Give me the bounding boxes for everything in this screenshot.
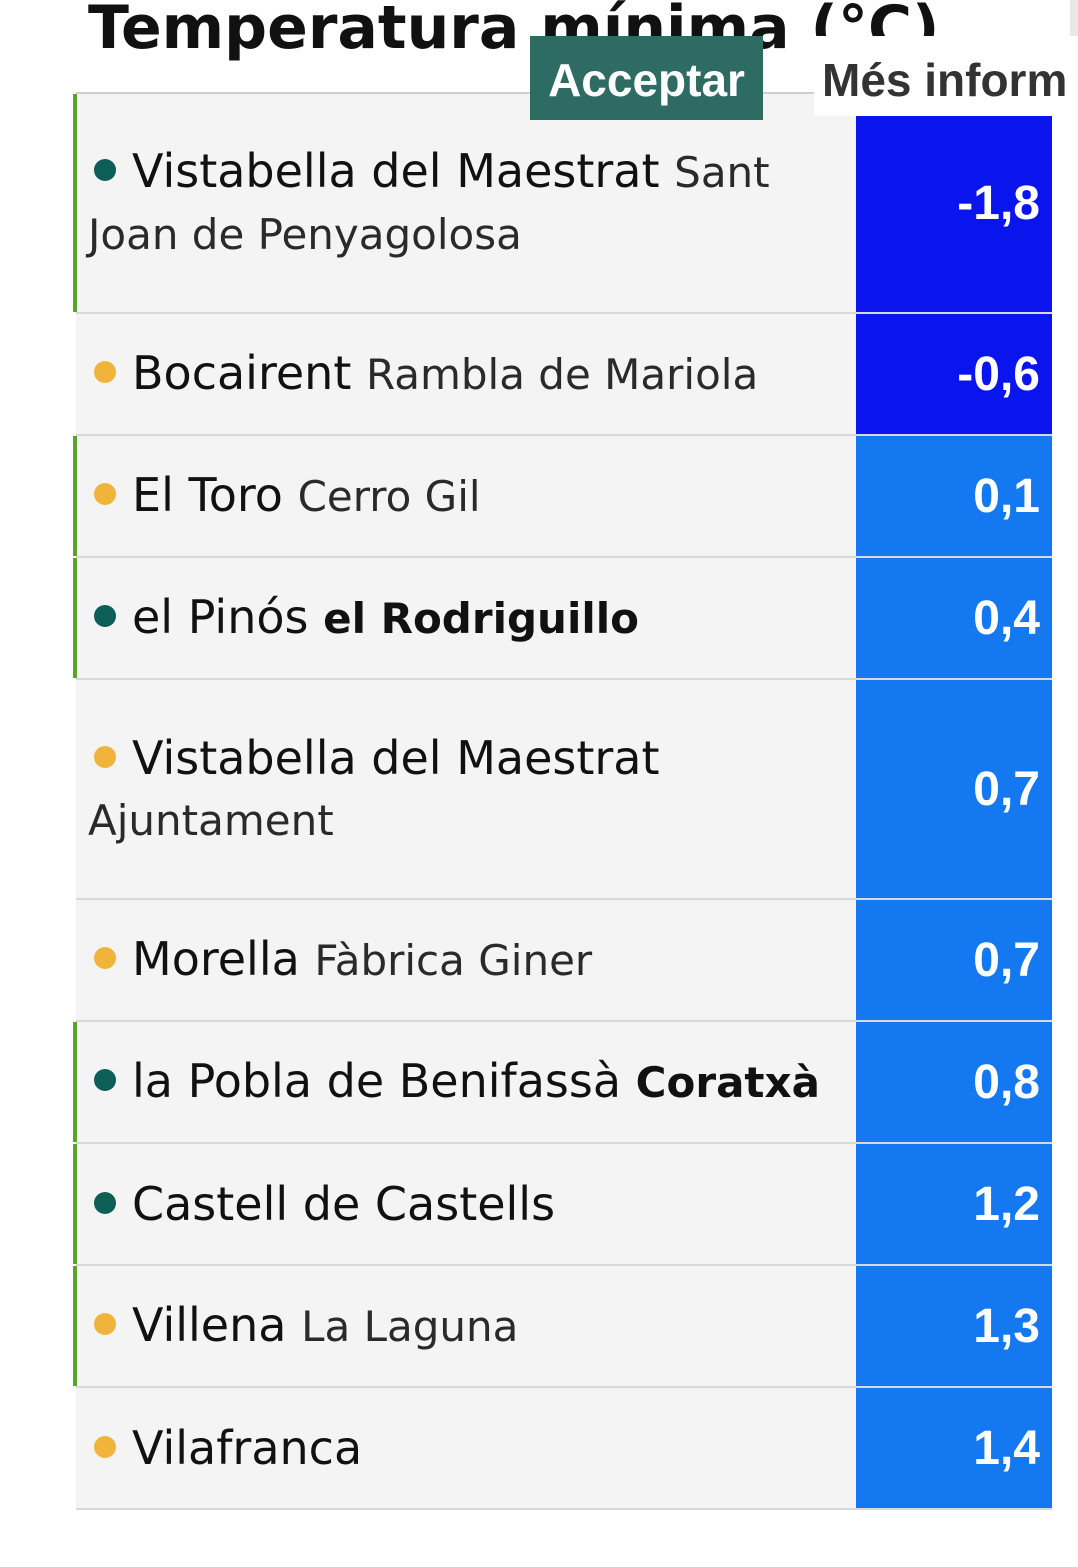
location-cell: el Pinós el Rodriguillo	[76, 558, 856, 678]
cookie-more-info-button[interactable]: Més inform	[814, 36, 1078, 116]
town-name[interactable]: el Pinós	[132, 590, 309, 644]
town-name[interactable]: Villena	[132, 1298, 287, 1352]
temperature-value: 0,1	[856, 436, 1052, 556]
location-cell: Bocairent Rambla de Mariola	[76, 314, 856, 434]
table-row[interactable]: el Pinós el Rodriguillo 0,4	[73, 558, 1052, 680]
station-type-dot-icon	[94, 483, 116, 505]
page-title: Temperatura mínima (°C)	[88, 0, 940, 63]
town-name[interactable]: Vistabella del Maestrat	[132, 730, 660, 785]
temperature-value: -1,8	[856, 94, 1052, 312]
location-cell: Vistabella del Maestrat Sant Joan de Pen…	[76, 94, 856, 312]
temperature-value: 1,2	[856, 1144, 1052, 1264]
table-row[interactable]: Villena La Laguna 1,3	[73, 1266, 1052, 1388]
station-name: Sant Joan de Penyagolosa	[88, 148, 770, 259]
station-type-dot-icon	[94, 361, 116, 383]
table-row[interactable]: Vilafranca 1,4	[76, 1388, 1052, 1510]
station-name: Ajuntament	[88, 795, 334, 845]
table-row[interactable]: Morella Fàbrica Giner 0,7	[76, 900, 1052, 1022]
location-cell: la Pobla de Benifassà Coratxà	[76, 1022, 856, 1142]
town-name[interactable]: Vistabella del Maestrat	[132, 144, 660, 198]
table-row[interactable]: El Toro Cerro Gil 0,1	[73, 436, 1052, 558]
town-name[interactable]: Morella	[132, 932, 300, 986]
station-type-dot-icon	[94, 605, 116, 627]
station-type-dot-icon	[94, 947, 116, 969]
station-name: La Laguna	[301, 1302, 519, 1351]
location-cell: Vistabella del Maestrat Ajuntament	[76, 680, 856, 898]
cookie-accept-button[interactable]: Acceptar	[530, 36, 763, 120]
table-row[interactable]: Vistabella del Maestrat Sant Joan de Pen…	[73, 94, 1052, 314]
temperature-value: 1,3	[856, 1266, 1052, 1386]
station-name: Cerro Gil	[297, 472, 481, 521]
location-cell: Vilafranca	[76, 1388, 856, 1508]
location-cell: Castell de Castells	[76, 1144, 856, 1264]
scroll-edge	[1070, 0, 1078, 40]
station-name: el Rodriguillo	[323, 594, 639, 643]
table-row[interactable]: Castell de Castells 1,2	[73, 1144, 1052, 1266]
min-temperature-table: Vistabella del Maestrat Sant Joan de Pen…	[73, 92, 1052, 1510]
station-type-dot-icon	[94, 1313, 116, 1335]
town-name[interactable]: El Toro	[132, 468, 283, 522]
location-cell: Morella Fàbrica Giner	[76, 900, 856, 1020]
temperature-value: 0,4	[856, 558, 1052, 678]
station-name: Coratxà	[635, 1058, 820, 1107]
temperature-value: 0,8	[856, 1022, 1052, 1142]
station-type-dot-icon	[94, 1069, 116, 1091]
town-name[interactable]: Castell de Castells	[132, 1176, 556, 1231]
station-name: Fàbrica Giner	[314, 936, 593, 985]
location-cell: El Toro Cerro Gil	[76, 436, 856, 556]
temperature-value: 0,7	[856, 680, 1052, 898]
location-cell: Villena La Laguna	[76, 1266, 856, 1386]
town-name[interactable]: la Pobla de Benifassà	[132, 1054, 622, 1108]
temperature-value: 1,4	[856, 1388, 1052, 1508]
table-row[interactable]: la Pobla de Benifassà Coratxà 0,8	[73, 1022, 1052, 1144]
station-type-dot-icon	[94, 1191, 116, 1214]
station-type-dot-icon	[94, 159, 116, 181]
temperature-value: 0,7	[856, 900, 1052, 1020]
temperature-value: -0,6	[856, 314, 1052, 434]
table-row[interactable]: Bocairent Rambla de Mariola -0,6	[76, 314, 1052, 436]
station-type-dot-icon	[94, 745, 116, 768]
station-type-dot-icon	[94, 1435, 116, 1458]
town-name[interactable]: Vilafranca	[132, 1420, 363, 1475]
station-name: Rambla de Mariola	[365, 350, 759, 399]
town-name[interactable]: Bocairent	[132, 346, 352, 400]
table-row[interactable]: Vistabella del Maestrat Ajuntament 0,7	[76, 680, 1052, 900]
